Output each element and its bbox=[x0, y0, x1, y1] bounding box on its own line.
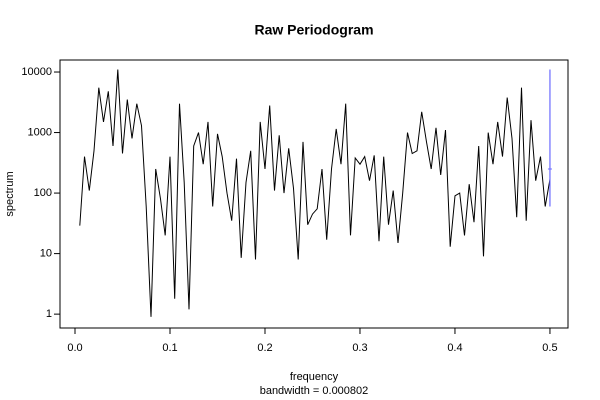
x-tick-label: 0.3 bbox=[352, 342, 367, 354]
x-axis-label: frequency bbox=[290, 371, 339, 383]
y-tick-label: 1000 bbox=[28, 126, 52, 138]
subtitle: bandwidth = 0.000802 bbox=[260, 385, 369, 397]
y-tick-label: 10 bbox=[40, 248, 52, 260]
plot-frame bbox=[59, 59, 569, 329]
x-tick-label: 0.4 bbox=[447, 342, 462, 354]
y-tick-label: 100 bbox=[34, 187, 52, 199]
y-tick-label: 1 bbox=[46, 308, 52, 320]
y-axis-label: spectrum bbox=[4, 171, 16, 216]
chart-title: Raw Periodogram bbox=[254, 22, 373, 38]
x-tick-label: 0.2 bbox=[257, 342, 272, 354]
x-tick-label: 0.5 bbox=[542, 342, 557, 354]
x-tick-label: 0.1 bbox=[162, 342, 177, 354]
x-tick-label: 0.0 bbox=[67, 342, 82, 354]
y-tick-label: 10000 bbox=[21, 66, 52, 78]
spectrum-line bbox=[79, 69, 551, 317]
